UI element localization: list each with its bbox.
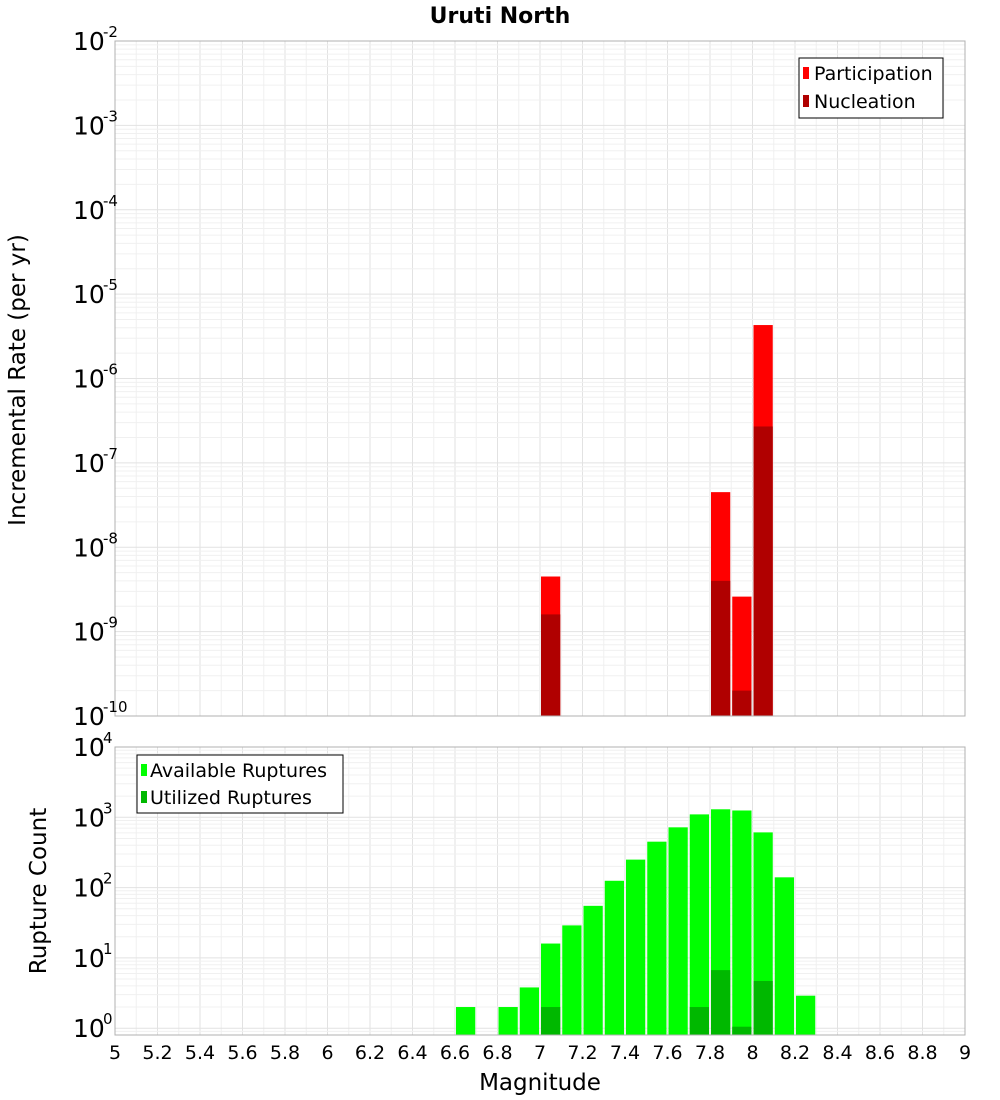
bar-available-ruptures-7-75 bbox=[689, 814, 709, 1035]
bar-available-ruptures-8-15 bbox=[774, 877, 794, 1035]
y-tick-label-exponent: -8 bbox=[103, 529, 118, 547]
y-tick-label-base: 10 bbox=[73, 533, 105, 562]
x-tick-label: 7.4 bbox=[610, 1042, 640, 1064]
x-tick-label: 5 bbox=[109, 1042, 121, 1064]
y-tick-label-base: 10 bbox=[73, 280, 105, 309]
x-tick-label: 8.2 bbox=[780, 1042, 810, 1064]
legend-swatch-participation bbox=[803, 67, 809, 79]
chart-title: Uruti North bbox=[430, 4, 571, 29]
bar-available-ruptures-7-35 bbox=[604, 880, 624, 1035]
x-tick-label: 6 bbox=[321, 1042, 333, 1064]
bar-available-ruptures-7-15 bbox=[562, 925, 582, 1035]
legend-utilized-ruptures: Utilized Ruptures bbox=[150, 787, 312, 809]
top-y-axis-label: Incremental Rate (per yr) bbox=[5, 234, 31, 526]
x-tick-label: 7.6 bbox=[652, 1042, 682, 1064]
x-tick-label: 7.2 bbox=[567, 1042, 597, 1064]
y-tick-label-exponent: 4 bbox=[103, 729, 113, 747]
legend-swatch-utilized-ruptures bbox=[141, 791, 147, 803]
bar-utilized-ruptures-7-95 bbox=[732, 1026, 752, 1035]
y-tick-label-exponent: -2 bbox=[103, 23, 118, 41]
bar-available-ruptures-8-25 bbox=[796, 995, 816, 1035]
legend-nucleation: Nucleation bbox=[814, 91, 916, 113]
y-tick-label-base: 10 bbox=[73, 733, 105, 762]
x-axis-label: Magnitude bbox=[479, 1070, 601, 1096]
bottom-legend: Available Ruptures Utilized Ruptures bbox=[136, 754, 344, 814]
y-tick-label-base: 10 bbox=[73, 27, 105, 56]
bar-utilized-ruptures-8-05 bbox=[753, 980, 773, 1035]
y-tick-label-exponent: -7 bbox=[103, 445, 118, 463]
bar-nucleation-7-05 bbox=[541, 614, 561, 716]
y-tick-label-base: 10 bbox=[73, 702, 105, 731]
y-tick-label-exponent: -9 bbox=[103, 614, 118, 632]
x-tick-label: 5.4 bbox=[185, 1042, 215, 1064]
y-tick-label-exponent: 0 bbox=[103, 1010, 113, 1028]
bar-participation-7-95 bbox=[732, 596, 752, 716]
x-tick-label: 9 bbox=[959, 1042, 971, 1064]
x-tick-label: 6.4 bbox=[397, 1042, 427, 1064]
x-tick-label: 8.4 bbox=[822, 1042, 852, 1064]
x-tick-label: 8.6 bbox=[865, 1042, 895, 1064]
bottom-y-axis-label: Rupture Count bbox=[26, 808, 52, 974]
legend-available-ruptures: Available Ruptures bbox=[150, 760, 327, 782]
x-tick-label: 8 bbox=[746, 1042, 758, 1064]
bar-utilized-ruptures-7-85 bbox=[711, 970, 731, 1035]
bar-nucleation-7-95 bbox=[732, 690, 752, 716]
top-legend: Participation Nucleation bbox=[798, 57, 944, 119]
x-tick-label: 6.8 bbox=[482, 1042, 512, 1064]
x-tick-label: 5.2 bbox=[142, 1042, 172, 1064]
y-tick-label-base: 10 bbox=[73, 618, 105, 647]
y-tick-label-base: 10 bbox=[73, 1014, 105, 1043]
y-tick-label-exponent: -10 bbox=[103, 698, 128, 716]
bar-available-ruptures-7-25 bbox=[583, 905, 603, 1035]
y-tick-label-base: 10 bbox=[73, 196, 105, 225]
bar-nucleation-7-85 bbox=[711, 580, 731, 716]
bar-available-ruptures-7-55 bbox=[647, 841, 667, 1035]
bar-available-ruptures-6-65 bbox=[456, 1007, 476, 1035]
y-tick-label-base: 10 bbox=[73, 365, 105, 394]
legend-swatch-nucleation bbox=[803, 95, 809, 107]
y-tick-label-base: 10 bbox=[73, 111, 105, 140]
y-tick-label-exponent: -6 bbox=[103, 361, 118, 379]
bar-available-ruptures-6-95 bbox=[519, 987, 539, 1035]
bar-utilized-ruptures-7-75 bbox=[689, 1007, 709, 1035]
x-tick-label: 7 bbox=[534, 1042, 546, 1064]
bar-available-ruptures-7-95 bbox=[732, 810, 752, 1035]
y-tick-label-exponent: 3 bbox=[103, 799, 113, 817]
bar-nucleation-8-05 bbox=[753, 426, 773, 716]
x-tick-label: 6.2 bbox=[355, 1042, 385, 1064]
y-tick-label-exponent: 2 bbox=[103, 870, 113, 888]
x-tick-label: 7.8 bbox=[695, 1042, 725, 1064]
bar-available-ruptures-7-45 bbox=[626, 859, 646, 1035]
y-tick-label-exponent: -3 bbox=[103, 107, 118, 125]
y-tick-label-exponent: 1 bbox=[103, 940, 113, 958]
x-tick-label: 8.8 bbox=[907, 1042, 937, 1064]
x-tick-label: 6.6 bbox=[440, 1042, 470, 1064]
x-tick-label: 5.6 bbox=[227, 1042, 257, 1064]
bar-available-ruptures-6-85 bbox=[498, 1007, 518, 1035]
y-tick-label-base: 10 bbox=[73, 449, 105, 478]
legend-participation: Participation bbox=[814, 63, 933, 85]
y-tick-label-exponent: -4 bbox=[103, 192, 118, 210]
bar-utilized-ruptures-7-05 bbox=[541, 1007, 561, 1035]
x-tick-label: 5.8 bbox=[270, 1042, 300, 1064]
legend-swatch-available-ruptures bbox=[141, 764, 147, 776]
y-tick-label-base: 10 bbox=[73, 944, 105, 973]
y-tick-label-exponent: -5 bbox=[103, 276, 118, 294]
y-tick-label-base: 10 bbox=[73, 874, 105, 903]
y-tick-label-base: 10 bbox=[73, 803, 105, 832]
bar-available-ruptures-7-65 bbox=[668, 827, 688, 1035]
